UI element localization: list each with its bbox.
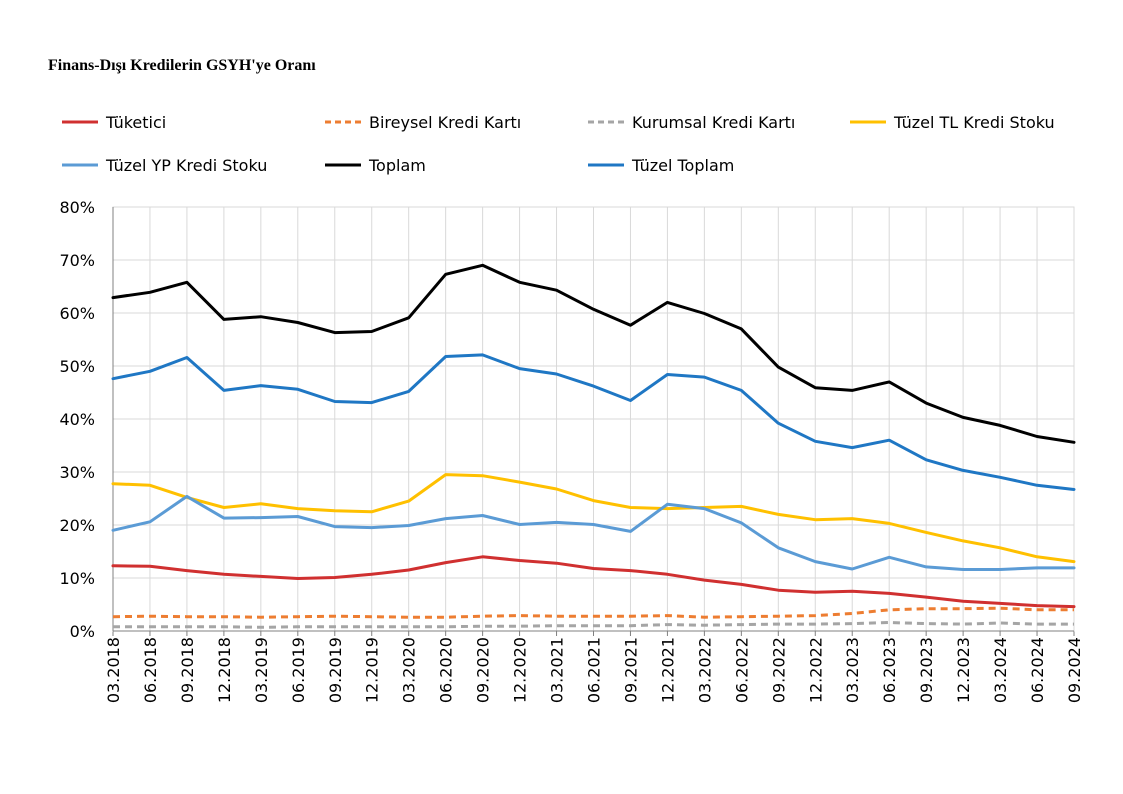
legend-item-tuketici: Tüketici <box>60 108 166 136</box>
series-line-tuzel-tl-kredi-stoku <box>111 473 1076 564</box>
legend-swatch-tuketici <box>62 120 98 124</box>
legend-label-tuzel-yp-kredi-stoku: Tüzel YP Kredi Stoku <box>106 155 268 175</box>
legend-label-tuketici: Tüketici <box>106 112 167 132</box>
x-tick-label: 03.2023 <box>843 637 862 703</box>
legend-swatch-tuzel-toplam <box>588 163 624 167</box>
legend-swatch-toplam <box>325 163 361 167</box>
legend-item-tuzel-tl-kredi-stoku: Tüzel TL Kredi Stoku <box>848 108 1055 136</box>
legend-item-toplam: Toplam <box>323 151 426 179</box>
x-tick-label: 03.2020 <box>400 637 419 703</box>
legend-label-toplam: Toplam <box>369 155 426 175</box>
x-tick-label: 03.2021 <box>548 637 567 703</box>
x-tick-label: 09.2022 <box>769 637 788 703</box>
x-tick-label: 06.2019 <box>289 637 308 703</box>
x-tick-label: 09.2024 <box>1065 637 1084 703</box>
x-tick-label: 12.2019 <box>363 637 382 703</box>
x-tick-label: 09.2018 <box>178 637 197 703</box>
x-tick-label: 06.2022 <box>732 637 751 703</box>
x-tick-label: 12.2023 <box>954 637 973 703</box>
x-tick-label: 12.2022 <box>806 637 825 703</box>
series-line-tuketici <box>111 555 1076 609</box>
legend-swatch-tuzel-yp-kredi-stoku <box>62 163 98 167</box>
series-line-tuzel-toplam <box>111 353 1076 491</box>
x-tick-label: 03.2018 <box>104 637 123 703</box>
legend-item-tuzel-toplam: Tüzel Toplam <box>586 151 734 179</box>
x-tick-label: 09.2020 <box>474 637 493 703</box>
legend-label-tuzel-toplam: Tüzel Toplam <box>632 155 735 175</box>
x-tick-label: 09.2023 <box>917 637 936 703</box>
y-tick-label: 0% <box>70 622 95 641</box>
x-tick-label: 06.2023 <box>880 637 899 703</box>
x-tick-label: 06.2021 <box>585 637 604 703</box>
x-tick-label: 03.2024 <box>991 637 1010 703</box>
series-line-toplam <box>111 263 1076 444</box>
x-tick-label: 03.2022 <box>695 637 714 703</box>
y-tick-label: 50% <box>59 357 95 376</box>
x-tick-label: 12.2018 <box>215 637 234 703</box>
x-tick-label: 12.2020 <box>511 637 530 703</box>
x-tick-label: 06.2018 <box>141 637 160 703</box>
legend-item-kurumsal-kredi-karti: Kurumsal Kredi Kartı <box>586 108 795 136</box>
y-tick-label: 80% <box>59 198 95 217</box>
series-line-tuzel-yp-kredi-stoku <box>111 494 1076 571</box>
x-tick-label: 06.2020 <box>437 637 456 703</box>
x-tick-label: 03.2019 <box>252 637 271 703</box>
x-tick-label: 06.2024 <box>1028 637 1047 703</box>
y-tick-label: 30% <box>59 463 95 482</box>
legend-item-bireysel-kredi-karti: Bireysel Kredi Kartı <box>323 108 521 136</box>
x-tick-label: 12.2021 <box>658 637 677 703</box>
legend-swatch-kurumsal-kredi-karti <box>588 120 624 124</box>
x-tick-label: 09.2019 <box>326 637 345 703</box>
x-tick-label: 09.2021 <box>621 637 640 703</box>
y-tick-label: 60% <box>59 304 95 323</box>
legend-label-tuzel-tl-kredi-stoku: Tüzel TL Kredi Stoku <box>894 112 1055 132</box>
y-tick-label: 40% <box>59 410 95 429</box>
legend-item-tuzel-yp-kredi-stoku: Tüzel YP Kredi Stoku <box>60 151 267 179</box>
y-tick-label: 70% <box>59 251 95 270</box>
y-tick-label: 10% <box>59 569 95 588</box>
legend-label-kurumsal-kredi-karti: Kurumsal Kredi Kartı <box>632 112 796 132</box>
series-line-kurumsal-kredi-karti <box>113 621 1074 629</box>
chart-legend: Tüketici Bireysel Kredi Kartı Kurumsal K… <box>60 108 1100 178</box>
chart-title: Finans-Dışı Kredilerin GSYH'ye Oranı <box>48 57 316 74</box>
legend-swatch-bireysel-kredi-karti <box>325 120 361 124</box>
legend-swatch-tuzel-tl-kredi-stoku <box>850 120 886 124</box>
y-tick-label: 20% <box>59 516 95 535</box>
series-line-bireysel-kredi-karti <box>112 606 1074 619</box>
legend-label-bireysel-kredi-karti: Bireysel Kredi Kartı <box>369 112 522 132</box>
